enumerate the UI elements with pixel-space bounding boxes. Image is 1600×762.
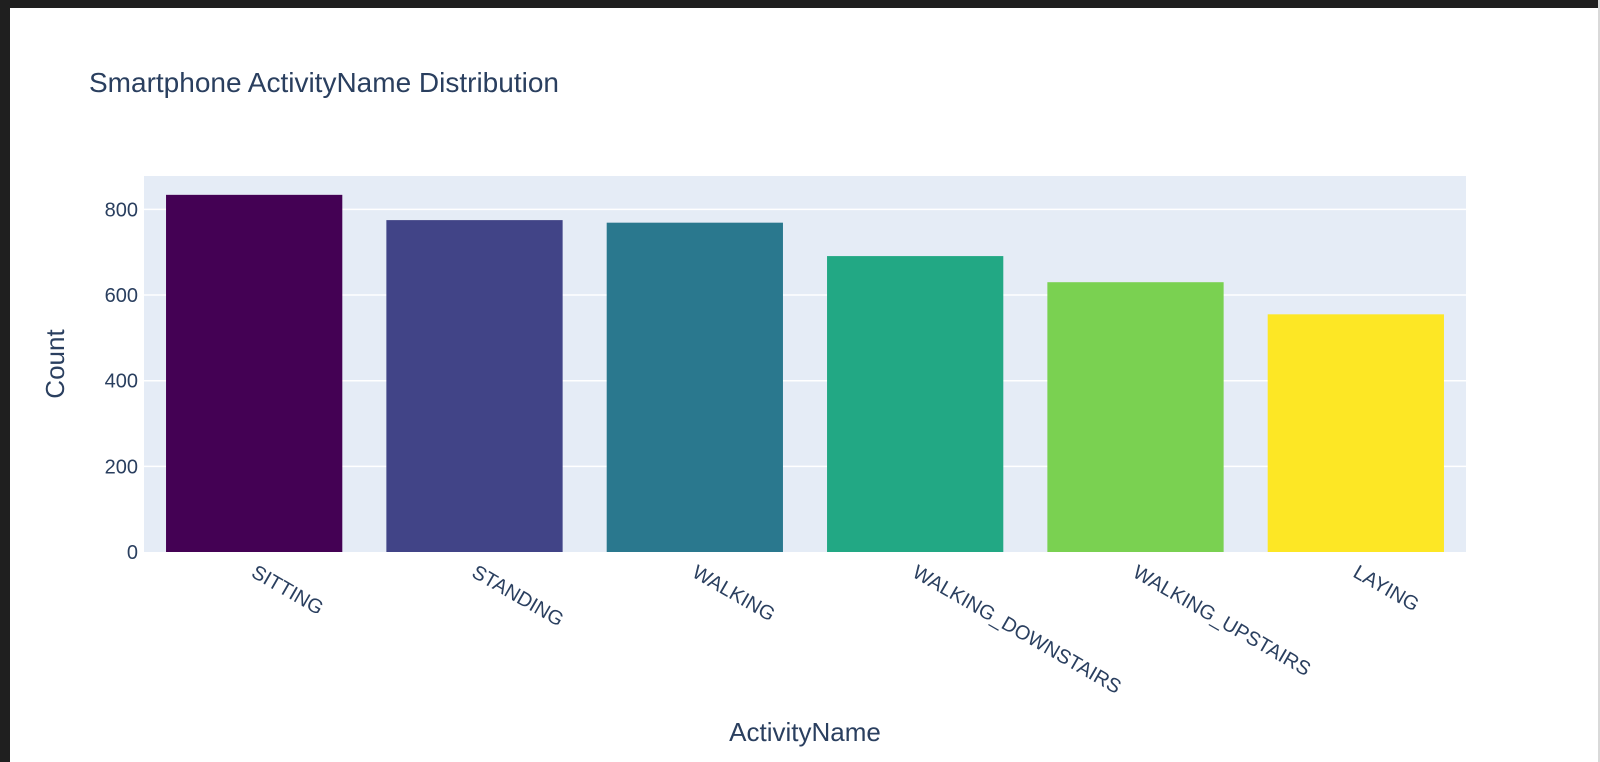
plot-area: [144, 176, 1466, 552]
bars: [166, 194, 1444, 552]
window-left-edge: [0, 0, 10, 762]
chart-title: Smartphone ActivityName Distribution: [89, 67, 559, 98]
gridlines: [144, 208, 1466, 468]
y-tick-label: 800: [105, 199, 138, 221]
y-tick-label: 0: [127, 542, 138, 564]
y-tick-labels: 0 200 400 600 800: [105, 199, 138, 564]
y-axis-title: Count: [40, 329, 70, 399]
x-tick-label: WALKING_UPSTAIRS: [1129, 561, 1314, 681]
bar-walking-downstairs[interactable]: [827, 256, 1004, 552]
x-axis-title: ActivityName: [729, 717, 881, 747]
window-right-edge: [1598, 0, 1600, 762]
bar-walking-upstairs[interactable]: [1047, 282, 1224, 552]
y-tick-label: 400: [105, 371, 138, 393]
bar-walking[interactable]: [606, 222, 783, 552]
x-tick-label: WALKING: [688, 561, 778, 626]
y-tick-label: 200: [105, 456, 138, 478]
x-tick-label: WALKING_DOWNSTAIRS: [909, 561, 1125, 698]
x-tick-label: SITTING: [248, 561, 327, 619]
x-tick-labels: SITTING STANDING WALKING WALKING_DOWNSTAIRS…: [248, 561, 1423, 698]
bar-standing[interactable]: [386, 220, 563, 552]
window-top-edge: [0, 0, 1600, 8]
bar-laying[interactable]: [1267, 314, 1444, 552]
bar-sitting[interactable]: [166, 194, 343, 552]
x-tick-label: LAYING: [1349, 561, 1422, 616]
x-tick-label: STANDING: [468, 561, 567, 631]
y-tick-label: 600: [105, 285, 138, 307]
